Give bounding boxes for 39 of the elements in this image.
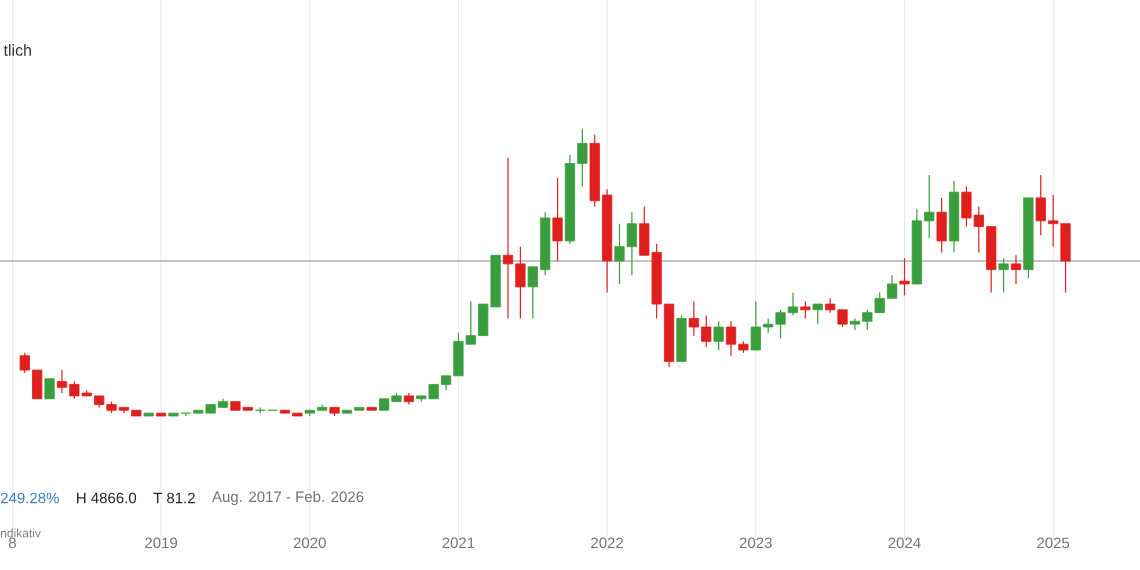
candlestick [924, 174, 935, 239]
candlestick [44, 378, 55, 400]
x-tick-label: 2024 [888, 537, 921, 549]
candlestick [886, 274, 898, 299]
x-tick-label: 2023 [739, 537, 772, 549]
candlestick [787, 291, 799, 317]
candlestick [812, 303, 823, 325]
candlestick [899, 257, 910, 297]
chart-title: tlich [3, 44, 31, 56]
text: ndikativ [1, 528, 41, 538]
text: 249.28% [0, 492, 59, 504]
text: T 81.2 [153, 492, 195, 504]
x-tick-label: 2025 [1037, 537, 1070, 549]
candlestick [552, 177, 563, 262]
candlestick [515, 246, 526, 320]
candlestick [1010, 254, 1022, 285]
candlestick [713, 320, 724, 351]
candlestick [1035, 174, 1046, 236]
candlestick [577, 128, 588, 187]
x-tick-label: 2019 [145, 537, 178, 549]
candlestick [701, 314, 712, 348]
candlestick [56, 369, 68, 394]
candlestick [502, 157, 514, 320]
text: Aug. 2017 - Feb. 2026 [212, 491, 364, 505]
candlestick [180, 412, 191, 417]
candlestick [725, 320, 737, 357]
candlestick [998, 257, 1009, 294]
candlestick [614, 223, 625, 285]
candlestick [849, 317, 861, 331]
text: H 4866.0 [77, 492, 137, 504]
candlestick [527, 266, 538, 320]
x-tick-label: 2021 [442, 537, 475, 549]
candlestick [626, 211, 638, 276]
candlestick [688, 300, 699, 337]
x-tick-label: 2020 [293, 537, 326, 549]
x-tick-label: 2022 [591, 537, 624, 549]
candlestick [19, 352, 30, 374]
candlestick [750, 300, 761, 351]
x-tick-label: 8 [8, 537, 16, 549]
